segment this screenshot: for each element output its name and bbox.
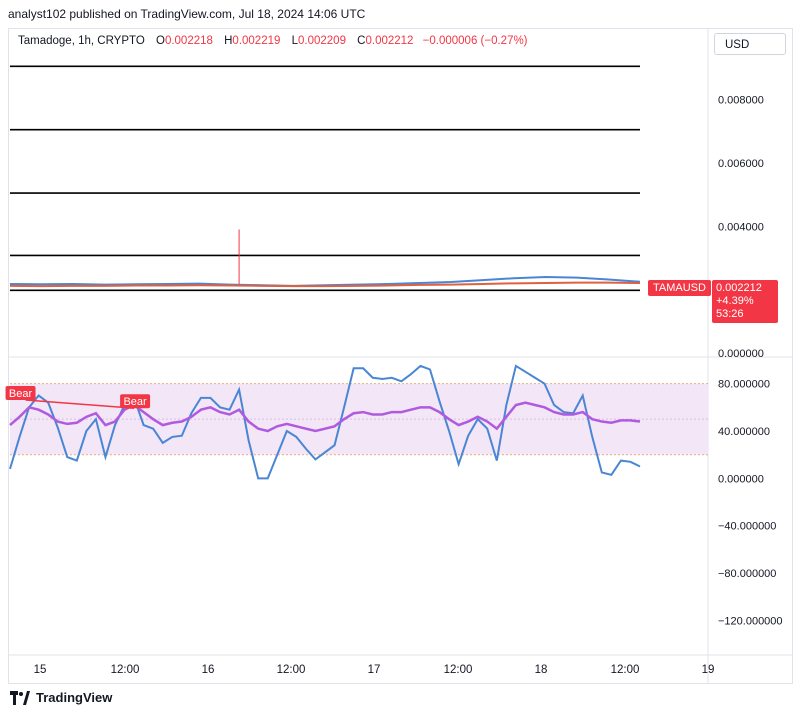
- bear-label: Bear: [9, 388, 33, 400]
- time-axis-tick: 12:00: [277, 664, 306, 676]
- last-change-pct: +4.39%: [716, 295, 754, 307]
- open-value: 0.002218: [164, 35, 213, 47]
- price-axis-tick: 0.008000: [718, 95, 764, 107]
- bear-label: Bear: [123, 396, 147, 408]
- stoch-axis-tick: 40.000000: [718, 426, 770, 438]
- tradingview-footer[interactable]: TradingView: [10, 690, 112, 705]
- low-label: L: [291, 35, 298, 47]
- close-value: 0.002212: [365, 35, 414, 47]
- stoch-axis-tick: −40.000000: [718, 521, 776, 533]
- time-axis-tick: 12:00: [611, 664, 640, 676]
- bar-countdown: 53:26: [716, 308, 744, 320]
- time-axis-tick: 12:00: [444, 664, 473, 676]
- symbol-price-tag: TAMAUSD: [648, 280, 711, 296]
- high-label: H: [224, 35, 233, 47]
- currency-selector[interactable]: USD: [714, 33, 786, 55]
- time-axis-tick: 17: [368, 664, 381, 676]
- price-axis-tick: 0.004000: [718, 221, 764, 233]
- last-price-box: 0.002212 +4.39% 53:26: [712, 280, 778, 323]
- bear-label-box: [5, 385, 36, 400]
- stoch-axis-tick: −80.000000: [718, 568, 776, 580]
- publish-info: analyst102 published on TradingView.com,…: [8, 7, 366, 21]
- price-ma-line: [9, 281, 641, 288]
- high-value: 0.002219: [232, 35, 281, 47]
- symbol-label[interactable]: Tamadoge, 1h, CRYPTO: [18, 35, 145, 47]
- price-axis-tick: 0.000000: [718, 348, 764, 360]
- stoch-k-line: [9, 364, 641, 480]
- footer-brand: TradingView: [36, 690, 113, 705]
- stoch-axis-tick: 0.000000: [718, 473, 764, 485]
- time-axis-tick: 16: [202, 664, 215, 676]
- tradingview-logo-icon: [10, 690, 30, 705]
- ohlc-legend: Tamadoge, 1h, CRYPTO O0.002218 H0.002219…: [18, 35, 528, 47]
- close-label: C: [357, 35, 366, 47]
- time-axis-tick: 19: [702, 664, 715, 676]
- chart-frame: [8, 28, 793, 684]
- low-value: 0.002209: [298, 35, 346, 47]
- stoch-d-line: [9, 401, 641, 433]
- time-axis-tick: 18: [535, 664, 548, 676]
- time-axis-tick: 15: [34, 664, 47, 676]
- price-ma-line: [9, 275, 641, 287]
- stoch-axis-tick: 80.000000: [718, 379, 770, 391]
- price-axis-tick: 0.006000: [718, 158, 764, 170]
- bear-label-box: [120, 394, 151, 409]
- stoch-axis-tick: −120.000000: [718, 615, 783, 627]
- time-axis-tick: 12:00: [111, 664, 140, 676]
- change-value: −0.000006 (−0.27%): [422, 35, 528, 47]
- last-price: 0.002212: [716, 282, 762, 294]
- bear-divergence-line: [25, 399, 135, 409]
- open-label: O: [155, 35, 165, 47]
